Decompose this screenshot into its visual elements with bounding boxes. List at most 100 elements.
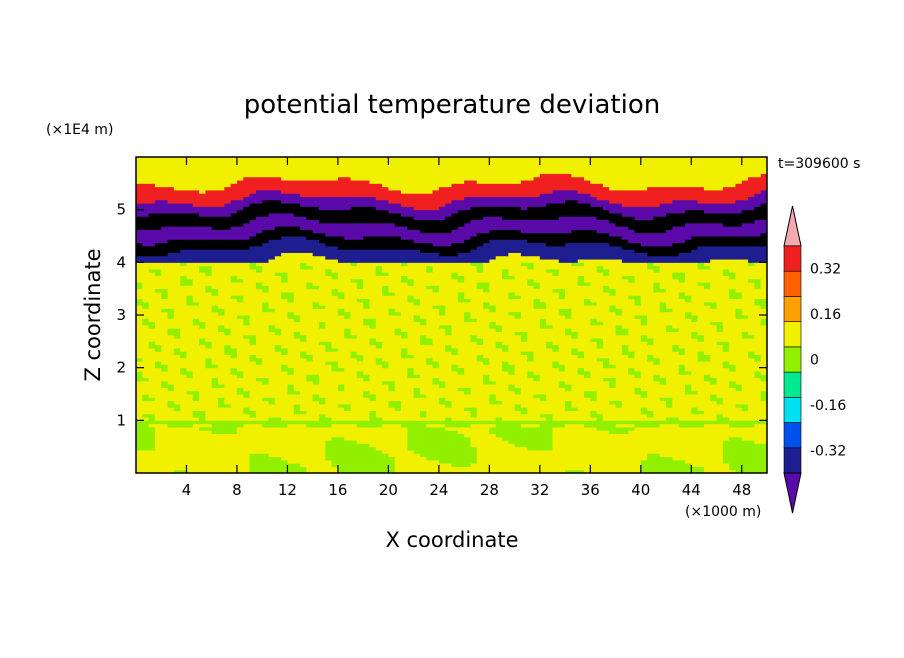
field-cell	[571, 328, 617, 332]
field-cell	[136, 249, 181, 253]
field-cell	[300, 351, 307, 355]
field-cell	[268, 417, 282, 421]
field-cell	[445, 203, 547, 207]
field-cell	[703, 285, 711, 290]
field-cell	[634, 354, 648, 359]
field-cell	[527, 407, 566, 411]
field-cell	[413, 354, 478, 359]
field-cell	[230, 328, 270, 332]
field-cell	[180, 278, 194, 283]
field-cell	[495, 344, 509, 349]
field-cell	[363, 321, 377, 326]
field-cell	[136, 166, 767, 171]
field-cell	[388, 199, 452, 204]
field-cell	[382, 268, 427, 273]
field-cell	[136, 160, 767, 165]
field-cell	[262, 397, 276, 402]
field-cell	[615, 377, 654, 382]
field-cell	[716, 413, 724, 418]
field-cell	[318, 285, 358, 290]
field-cell	[590, 410, 598, 415]
x-tick-label: 28	[480, 481, 499, 499]
field-cell	[426, 361, 440, 365]
field-cell	[451, 275, 465, 280]
field-cell	[205, 410, 244, 415]
field-cell	[274, 347, 288, 352]
field-cell	[142, 305, 150, 309]
field-cell	[735, 183, 767, 188]
field-cell	[640, 459, 686, 464]
field-cell	[337, 272, 377, 276]
field-cell	[293, 291, 333, 296]
field-cell	[249, 203, 301, 207]
field-cell	[438, 206, 471, 211]
field-cell	[666, 305, 711, 309]
field-cell	[249, 193, 301, 197]
field-cell	[640, 469, 705, 473]
field-cell	[192, 394, 200, 398]
field-cell	[451, 364, 459, 369]
field-cell	[514, 315, 522, 319]
field-cell	[413, 449, 478, 454]
field-cell	[394, 456, 427, 461]
field-cell	[684, 367, 730, 372]
field-cell	[142, 394, 150, 398]
field-cell	[199, 338, 206, 342]
field-cell	[363, 370, 408, 375]
field-cell	[615, 288, 654, 293]
field-cell	[609, 384, 617, 388]
field-cell	[710, 265, 767, 270]
field-cell	[754, 370, 762, 375]
field-cell	[451, 463, 471, 467]
field-cell	[394, 331, 408, 336]
field-cell	[527, 239, 629, 244]
field-cell	[621, 308, 661, 313]
field-cell	[136, 265, 200, 270]
field-cell	[533, 351, 572, 355]
field-cell	[710, 380, 718, 385]
field-cell	[136, 157, 767, 161]
field-cell	[445, 331, 452, 336]
field-cell	[382, 380, 396, 385]
field-cell	[495, 433, 553, 438]
field-cell	[552, 433, 767, 438]
field-cell	[382, 288, 389, 293]
field-cell	[508, 291, 516, 296]
field-cell	[136, 163, 767, 168]
field-cell	[514, 275, 579, 280]
field-cell	[539, 377, 604, 382]
field-cell	[489, 229, 522, 234]
field-cell	[300, 463, 333, 467]
field-cell	[678, 370, 692, 375]
field-cell	[356, 370, 364, 375]
field-cell	[483, 288, 490, 293]
field-cell	[136, 245, 251, 250]
field-cell	[602, 285, 610, 290]
field-cell	[230, 183, 383, 188]
field-cell	[716, 394, 762, 398]
field-cell	[148, 341, 156, 346]
field-cell	[754, 440, 767, 444]
field-cell	[514, 403, 522, 408]
field-cell	[136, 443, 156, 448]
field-cell	[590, 298, 635, 303]
field-cell	[142, 285, 206, 290]
field-cell	[306, 338, 370, 342]
field-cell	[419, 298, 459, 303]
field-cell	[596, 397, 661, 402]
field-cell	[375, 410, 421, 415]
field-cell	[533, 394, 547, 398]
field-cell	[312, 252, 440, 257]
field-cell	[464, 390, 471, 395]
field-cell	[508, 440, 553, 444]
field-cell	[527, 334, 572, 339]
field-cell	[514, 331, 528, 336]
field-cell	[602, 341, 648, 346]
field-cell	[596, 426, 635, 431]
field-cell	[369, 298, 408, 303]
field-cell	[180, 407, 244, 411]
field-cell	[249, 453, 270, 458]
field-cell	[552, 413, 591, 418]
field-cell	[678, 291, 686, 296]
field-cell	[388, 364, 434, 369]
